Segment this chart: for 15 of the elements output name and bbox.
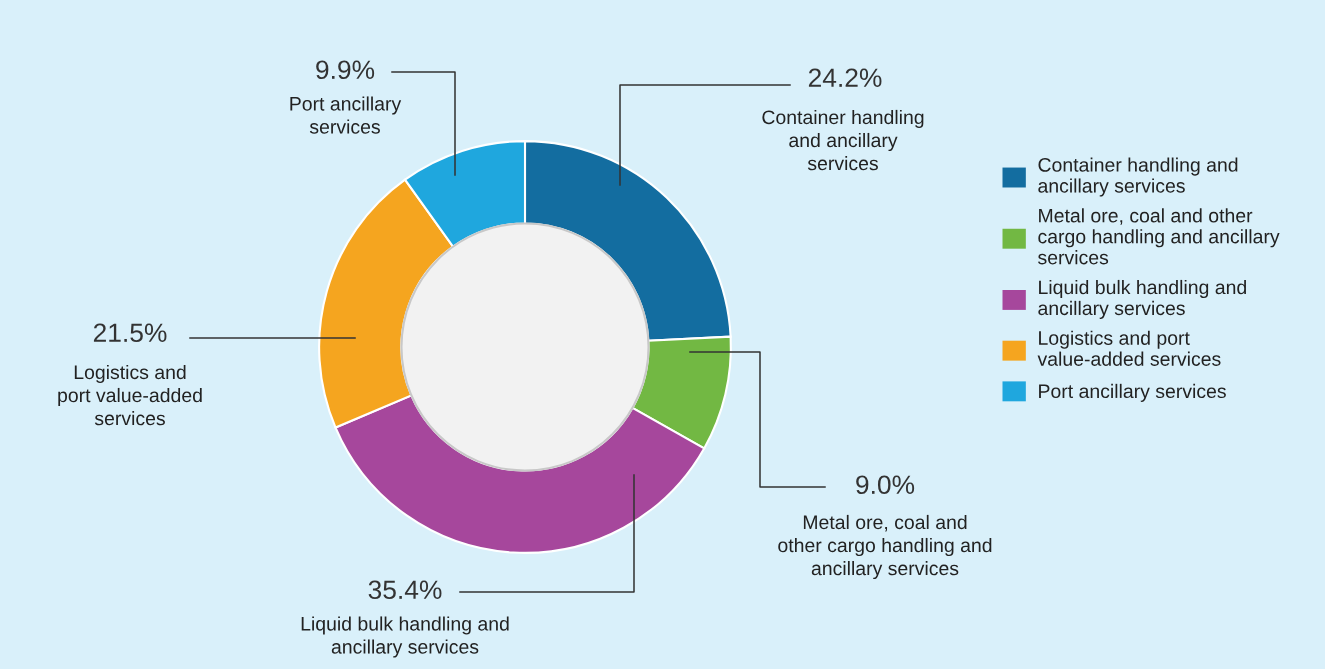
text: Metal ore, coal and other cargo handling and ancillary services bbox=[778, 514, 992, 580]
legend-label: Container handling and ancillary services bbox=[1038, 157, 1238, 197]
text: Port ancillary services bbox=[290, 96, 402, 134]
legend-label: Metal ore, coal and other cargo handling and ancillary services bbox=[1038, 208, 1280, 265]
legend-label: Port ancillary services bbox=[1039, 383, 1226, 402]
data-label: 21.5% bbox=[93, 323, 167, 343]
text: Liquid bulk handling and ancillary services bbox=[301, 616, 509, 658]
data-label: 9.9% bbox=[316, 60, 375, 80]
legend-label: Liquid bulk handling and ancillary services bbox=[1038, 279, 1246, 319]
data-label: 24.2% bbox=[808, 68, 882, 87]
data-label: 9.0% bbox=[856, 475, 915, 495]
data-label: 35.4% bbox=[368, 580, 442, 600]
text: Container handling and ancillary services bbox=[762, 109, 924, 171]
text: Logistics and port value-added services bbox=[58, 364, 202, 426]
legend-label: Logistics and port value-added services bbox=[1037, 330, 1221, 366]
